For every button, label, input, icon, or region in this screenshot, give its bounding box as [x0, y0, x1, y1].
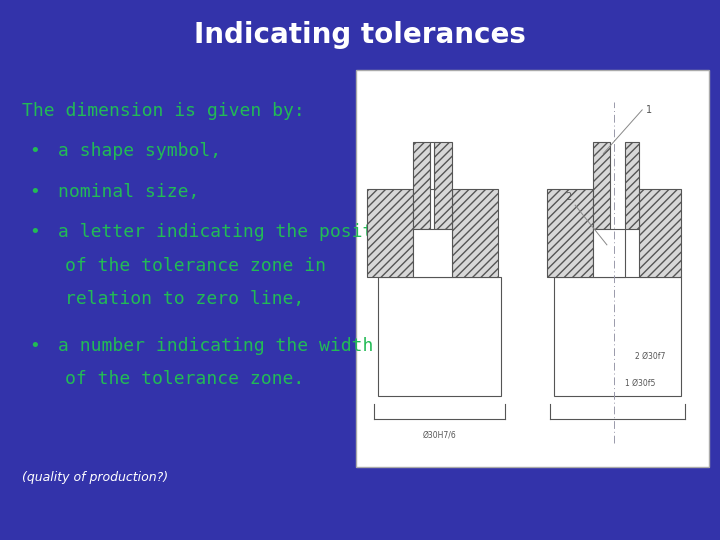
- Text: a number indicating the width: a number indicating the width: [58, 336, 373, 355]
- Text: 2 Ø30f7: 2 Ø30f7: [635, 352, 665, 361]
- Text: Indicating tolerances: Indicating tolerances: [194, 21, 526, 49]
- Bar: [413, 229, 451, 276]
- Text: of the tolerance zone.: of the tolerance zone.: [65, 370, 304, 388]
- Text: of the tolerance zone in: of the tolerance zone in: [65, 256, 325, 275]
- Bar: [639, 189, 681, 276]
- Bar: [377, 276, 501, 396]
- Text: a shape symbol,: a shape symbol,: [58, 142, 221, 160]
- Bar: [367, 189, 413, 276]
- Text: •: •: [29, 142, 40, 160]
- Bar: [434, 141, 451, 229]
- Text: 1: 1: [646, 105, 652, 115]
- Bar: [431, 141, 434, 190]
- Text: •: •: [29, 183, 40, 201]
- Bar: [356, 70, 709, 467]
- Text: relation to zero line,: relation to zero line,: [65, 290, 304, 308]
- Text: Ø30H7/6: Ø30H7/6: [423, 431, 456, 440]
- Bar: [554, 276, 681, 396]
- Text: The dimension is given by:: The dimension is given by:: [22, 102, 305, 120]
- Text: 1 Ø30f5: 1 Ø30f5: [624, 379, 655, 388]
- Bar: [624, 141, 639, 229]
- Bar: [451, 189, 498, 276]
- Text: (quality of production?): (quality of production?): [22, 471, 168, 484]
- Text: •: •: [29, 223, 40, 241]
- Bar: [413, 141, 431, 229]
- Text: •: •: [29, 336, 40, 355]
- Bar: [547, 189, 593, 276]
- Text: a letter indicating the position: a letter indicating the position: [58, 223, 405, 241]
- Text: 2: 2: [565, 192, 571, 202]
- Text: nominal size,: nominal size,: [58, 183, 199, 201]
- Bar: [593, 141, 611, 229]
- Bar: [593, 229, 624, 276]
